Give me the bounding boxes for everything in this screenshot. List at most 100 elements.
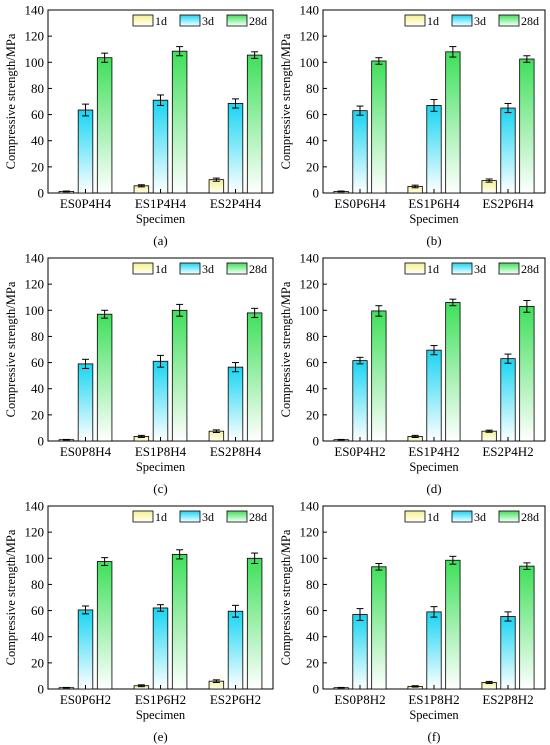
y-tick-label: 0 [38,434,45,449]
y-tick-label: 60 [306,355,319,370]
bar-28d [171,553,188,690]
bar-3d [152,360,169,442]
legend-label: 3d [474,14,486,28]
chart-panel: 0 20 40 60 80 100 120 140 Compressive strength/M… [4,251,274,496]
y-tick-label: 80 [306,577,319,592]
legend-label: 28d [249,14,267,28]
panel-label: (f) [428,729,441,744]
bar-28d [519,58,535,194]
y-tick-label: 60 [31,107,44,122]
bar-3d [500,358,516,442]
legend-swatch-28d [226,262,248,275]
legend-label: 3d [474,262,486,276]
x-tick-label: ES2P8H4 [210,444,262,459]
bar-3d [227,366,244,442]
x-tick-label: ES2P8H2 [482,692,533,707]
bar-3d [426,611,442,690]
y-tick-label: 20 [306,159,319,174]
bar-3d [352,110,368,194]
x-tick-label: ES0P6H2 [60,692,111,707]
panel-label: (b) [426,233,441,248]
y-axis-title: Compressive strength/MPa [4,33,18,169]
bar-28d [171,309,188,442]
bar-3d [352,614,368,690]
x-axis-title: Specimen [136,460,186,474]
panel-label: (a) [153,233,167,248]
legend-swatch-3d [179,14,201,27]
bar-28d [246,312,263,442]
y-tick-label: 0 [313,434,320,449]
legend-label: 1d [427,262,439,276]
y-tick-label: 140 [300,499,320,514]
y-axis-title: Compressive strength/MPa [4,281,18,417]
legend-label: 28d [249,510,267,524]
bar-3d [500,616,516,690]
chart-panel: 0 20 40 60 80 100 120 140 Compressive strength/M… [279,251,546,496]
y-tick-label: 40 [306,133,319,148]
x-tick-label: ES1P4H2 [408,444,459,459]
y-tick-label: 20 [31,159,44,174]
bar-3d [227,610,244,690]
x-tick-label: ES1P6H4 [408,196,460,211]
x-tick-label: ES2P6H4 [482,196,534,211]
y-tick-label: 20 [31,407,44,422]
legend-label: 28d [521,510,539,524]
bar-3d [426,349,442,442]
y-tick-label: 120 [25,29,45,44]
legend-label: 1d [155,510,167,524]
legend-swatch-28d [226,510,248,523]
legend-label: 3d [474,510,486,524]
y-tick-label: 40 [31,381,44,396]
bar-28d [246,557,263,690]
y-tick-label: 80 [306,81,319,96]
legend-label: 28d [521,14,539,28]
bar-28d [246,54,263,194]
bar-28d [171,50,188,194]
legend-swatch-3d [179,262,201,275]
x-tick-label: ES0P8H4 [60,444,112,459]
legend-label: 1d [155,14,167,28]
y-tick-label: 100 [25,303,45,318]
legend-swatch-1d [132,510,154,523]
legend-swatch-1d [132,262,154,275]
y-tick-label: 40 [306,629,319,644]
bar-28d [96,313,113,442]
bar-3d [77,609,94,690]
bar-28d [445,302,461,442]
y-tick-label: 0 [313,682,320,697]
y-axis-title: Compressive strength/MPa [279,529,293,665]
y-tick-label: 80 [31,81,44,96]
bar-28d [445,51,461,194]
bar-28d [519,565,535,690]
panel-label: (d) [426,481,441,496]
x-tick-label: ES1P4H4 [135,196,187,211]
bar-3d [426,105,442,194]
y-tick-label: 120 [300,29,320,44]
y-tick-label: 0 [38,682,45,697]
legend-swatch-28d [226,14,248,27]
y-axis-title: Compressive strength/MPa [279,281,293,417]
y-tick-label: 140 [25,499,45,514]
bar-28d [371,310,387,442]
x-tick-label: ES2P4H2 [482,444,533,459]
panel-label: (e) [153,729,167,744]
x-tick-label: ES0P4H2 [334,444,385,459]
y-tick-label: 80 [31,329,44,344]
bar-28d [371,566,387,690]
x-axis-title: Specimen [136,212,186,226]
x-axis-title: Specimen [409,708,459,722]
legend-label: 1d [427,14,439,28]
legend-swatch-1d [404,262,426,275]
legend-swatch-3d [179,510,201,523]
y-tick-label: 20 [306,407,319,422]
y-tick-label: 140 [25,251,45,266]
y-tick-label: 60 [306,603,319,618]
legend-label: 28d [249,262,267,276]
bar-3d [352,360,368,442]
legend-swatch-3d [451,14,473,27]
bar-3d [77,363,94,442]
legend-label: 3d [202,14,214,28]
y-tick-label: 40 [31,629,44,644]
x-axis-title: Specimen [409,460,459,474]
y-tick-label: 140 [300,3,320,18]
